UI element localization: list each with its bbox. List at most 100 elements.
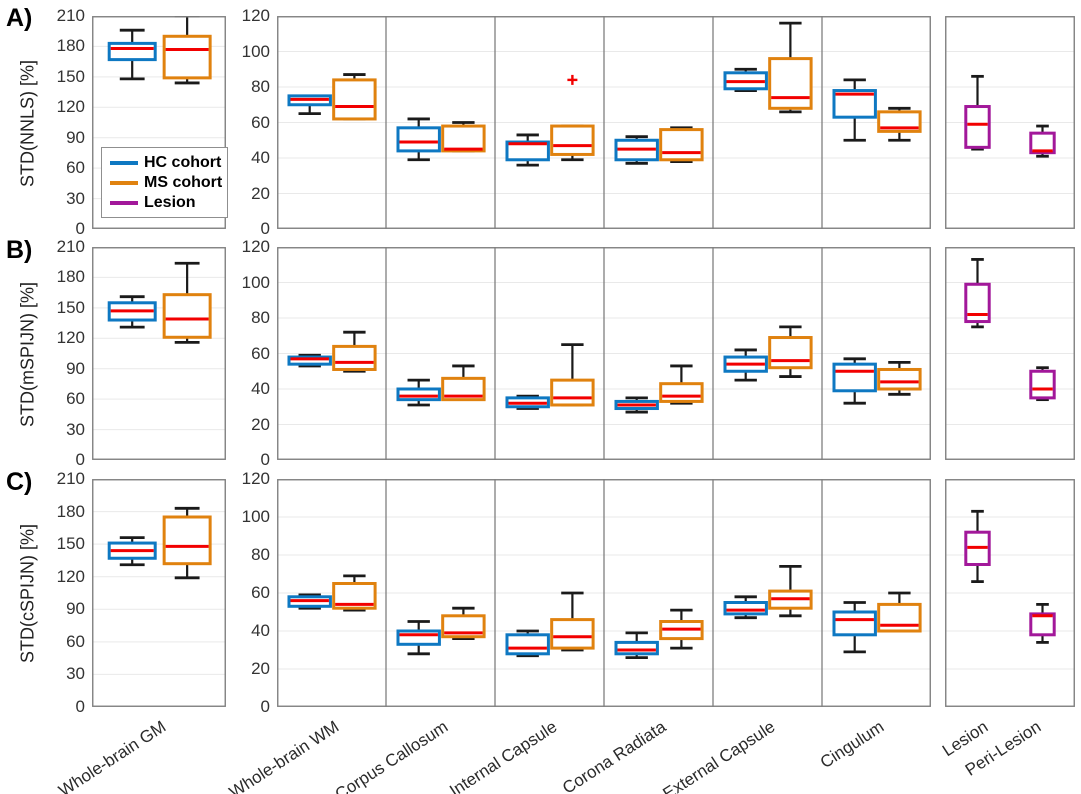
y-tick-label-100: 100	[241, 507, 270, 526]
boxplot-ms-cohort-cingulum	[877, 591, 922, 633]
iqr-box	[877, 602, 922, 633]
panel-background	[92, 479, 226, 707]
iqr-box	[332, 78, 377, 121]
boxplot-hc-cohort-corpus-callosum	[396, 117, 441, 162]
panel-b-lesion	[945, 247, 1075, 460]
boxplot-hc-cohort-corpus-callosum	[396, 378, 441, 407]
boxplot-ms-cohort-whole-brain-wm	[332, 574, 377, 612]
boxplot-hc-cohort-whole-brain-wm	[287, 94, 332, 116]
boxplot-hc-cohort-whole-brain-wm	[287, 353, 332, 368]
axis-border	[945, 16, 1075, 229]
boxplot-hc-cohort-external-capsule	[723, 67, 768, 92]
boxplot-lesion-peri-lesion	[1029, 124, 1056, 158]
y-tick-label-60: 60	[66, 631, 85, 651]
y-tick-label-120: 120	[56, 328, 85, 348]
y-tick-label-0: 0	[260, 697, 270, 716]
y-tick-label-30: 30	[66, 419, 85, 439]
iqr-box	[877, 367, 922, 391]
boxplot-ms-cohort-whole-brain-gm	[162, 16, 212, 85]
legend-label-hc-cohort: HC cohort	[144, 154, 222, 171]
iqr-box	[832, 362, 877, 393]
iqr-box	[614, 640, 659, 656]
y-tick-label-60: 60	[66, 158, 85, 178]
y-tick-label-60: 60	[66, 389, 85, 409]
boxplot-ms-cohort-external-capsule	[768, 325, 813, 378]
y-tick-label-40: 40	[251, 148, 270, 167]
iqr-box	[659, 128, 704, 162]
boxplot-ms-cohort-corpus-callosum	[441, 364, 486, 402]
iqr-box	[659, 382, 704, 403]
axis-border	[92, 479, 226, 707]
y-axis-label-mspijn: STD(mSPIJN) [%]	[17, 282, 38, 428]
boxplot-ms-cohort-corona-radiata	[659, 608, 704, 650]
y-tick-label-60: 60	[251, 583, 270, 602]
x-category-label-cingulum: Cingulum	[816, 717, 887, 773]
panel-b-wm-regions	[277, 247, 931, 460]
panel-a-wm-regions	[277, 16, 931, 229]
y-tick-label-0: 0	[260, 450, 270, 469]
legend-label-ms-cohort: MS cohort	[144, 174, 223, 191]
boxplot-hc-cohort-cingulum	[832, 601, 877, 654]
iqr-box	[550, 124, 595, 156]
y-tick-label-60: 60	[251, 112, 270, 132]
boxplot-hc-cohort-corpus-callosum	[396, 620, 441, 656]
x-category-label-corpus-callosum: Corpus Callosum	[331, 717, 451, 794]
y-tick-label-20: 20	[251, 414, 270, 434]
iqr-box	[162, 515, 212, 566]
boxplot-hc-cohort-internal-capsule	[505, 394, 550, 410]
boxplot-hc-cohort-whole-brain-gm	[107, 295, 157, 329]
iqr-box	[768, 336, 813, 370]
axis-border	[277, 479, 931, 707]
legend: HC cohort MS cohort Lesion	[101, 147, 228, 218]
y-tick-label-120: 120	[241, 6, 270, 25]
panel-c-wm-regions	[277, 479, 931, 707]
panel-b-whole-brain-gm	[92, 247, 226, 460]
axis-border	[945, 479, 1075, 707]
panel-c-whole-brain-gm	[92, 479, 226, 707]
y-tick-label-0: 0	[75, 450, 85, 469]
iqr-box	[107, 41, 157, 62]
iqr-box	[1029, 369, 1056, 400]
iqr-box	[441, 376, 486, 402]
y-tick-label-210: 210	[56, 469, 85, 488]
boxplot-ms-cohort-corona-radiata	[659, 364, 704, 405]
boxplot-ms-cohort-whole-brain-gm	[162, 261, 212, 344]
x-category-label-corona-radiata: Corona Radiata	[558, 717, 669, 794]
axis-border	[277, 16, 931, 229]
iqr-box	[441, 124, 486, 153]
boxplot-hc-cohort-corona-radiata	[614, 135, 659, 165]
outlier-plus-icon	[567, 74, 578, 85]
y-tick-label-90: 90	[66, 127, 85, 147]
y-tick-label-40: 40	[251, 379, 270, 398]
iqr-box	[832, 610, 877, 637]
y-tick-label-100: 100	[241, 272, 270, 292]
boxplot-ms-cohort-internal-capsule	[550, 343, 595, 407]
boxplot-hc-cohort-internal-capsule	[505, 629, 550, 658]
y-tick-label-120: 120	[241, 469, 270, 488]
boxplot-ms-cohort-internal-capsule	[550, 74, 595, 162]
y-tick-label-90: 90	[66, 358, 85, 378]
axis-border	[945, 247, 1075, 460]
y-tick-label-0: 0	[260, 219, 270, 238]
axis-border	[277, 247, 931, 460]
y-tick-label-40: 40	[251, 621, 270, 640]
axis-border	[92, 16, 226, 229]
iqr-box	[768, 57, 813, 110]
iqr-box	[964, 282, 991, 324]
boxplot-hc-cohort-cingulum	[832, 78, 877, 142]
iqr-box	[162, 34, 212, 80]
y-tick-label-210: 210	[56, 6, 85, 25]
boxplot-hc-cohort-corona-radiata	[614, 396, 659, 414]
x-category-label-whole-brain-wm: Whole-brain WM	[225, 717, 342, 794]
panel-label-c: C)	[6, 468, 33, 496]
boxplot-hc-cohort-external-capsule	[723, 595, 768, 620]
iqr-box	[396, 126, 441, 153]
boxplot-hc-cohort-internal-capsule	[505, 133, 550, 167]
y-tick-label-120: 120	[56, 566, 85, 586]
axis-border	[92, 247, 226, 460]
legend-item-ms-cohort: MS cohort	[110, 173, 227, 193]
x-category-label-whole-brain-gm: Whole-brain GM	[55, 717, 170, 794]
iqr-box	[287, 355, 332, 366]
boxplot-hc-cohort-whole-brain-wm	[287, 593, 332, 610]
